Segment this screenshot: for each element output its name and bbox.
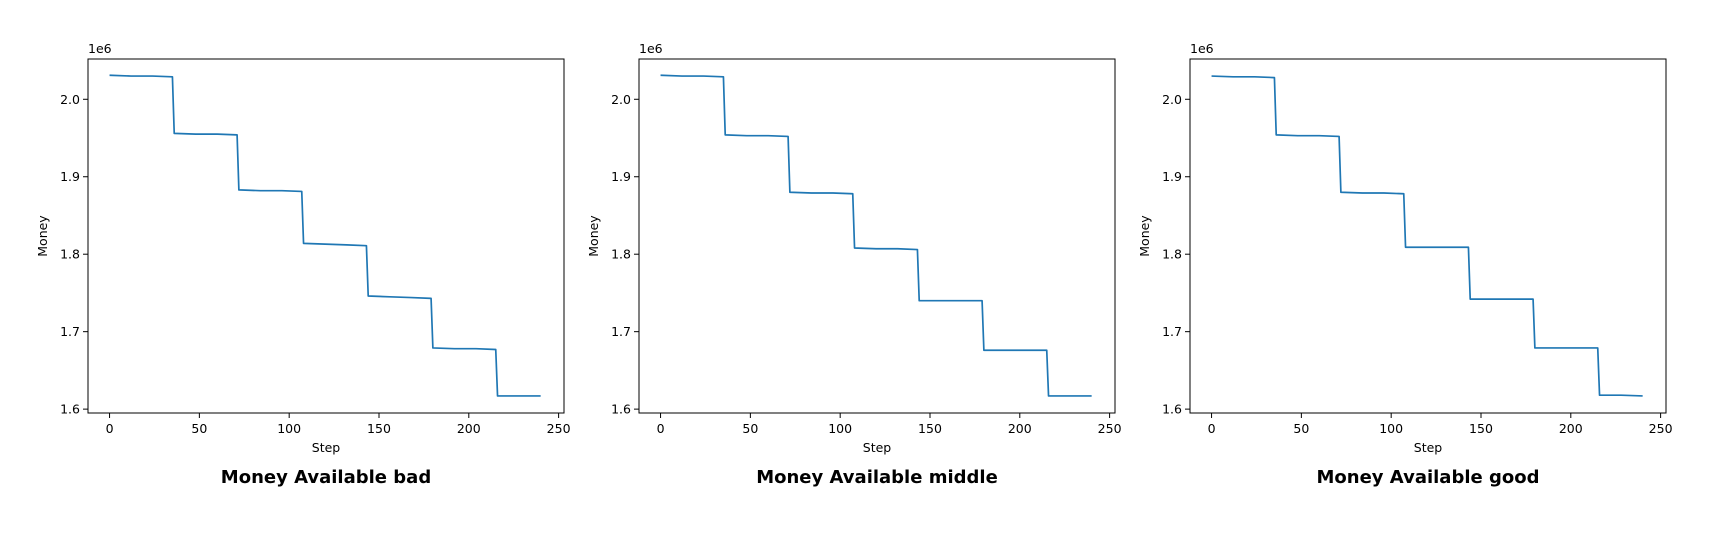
y-tick-label: 1.9	[1162, 169, 1182, 184]
y-tick-label: 1.7	[1162, 324, 1182, 339]
series-line	[660, 74, 1092, 397]
x-tick-label: 0	[1208, 421, 1216, 436]
x-tick-label: 200	[1008, 421, 1032, 436]
x-tick-label: 150	[367, 421, 391, 436]
y-tick-label: 1.8	[1162, 247, 1182, 262]
x-tick-label: 200	[1559, 421, 1583, 436]
chart-panel-2: 0 50 100 150 200 250 1.6 1.7 1.8 1.9 2.0 1e6 Step Mon…	[1137, 41, 1673, 488]
y-tick-label: 2.0	[611, 92, 631, 107]
y-axis-label: Money	[1137, 215, 1152, 257]
y-tick-label: 1.6	[60, 402, 80, 417]
x-tick-label: 150	[1469, 421, 1493, 436]
y-tick-label: 2.0	[60, 92, 80, 107]
x-tick-label: 200	[457, 421, 481, 436]
y-axis-label: Money	[35, 215, 50, 257]
chart-panel-1: 0 50 100 150 200 250 1.6 1.7 1.8 1.9 2.0 1e6 Step Mon…	[586, 41, 1122, 488]
x-tick-label: 100	[1379, 421, 1403, 436]
x-tick-label: 50	[742, 421, 758, 436]
series-line	[109, 74, 541, 397]
chart-title: Money Available bad	[221, 467, 431, 488]
y-tick-label: 1.7	[60, 324, 80, 339]
x-tick-label: 100	[828, 421, 852, 436]
x-tick-label: 50	[1293, 421, 1309, 436]
x-tick-label: 50	[191, 421, 207, 436]
x-tick-label: 0	[657, 421, 665, 436]
y-offset-label: 1e6	[88, 41, 112, 56]
x-tick-label: 150	[918, 421, 942, 436]
y-tick-label: 1.7	[611, 324, 631, 339]
axes-frame	[1189, 58, 1667, 414]
y-tick-label: 1.9	[60, 169, 80, 184]
chart-panel-0: 0 50 100 150 200 250 1.6 1.7 1.8 1.9 2.0 1e6 Step Mon…	[35, 41, 571, 488]
x-tick-label: 0	[106, 421, 114, 436]
x-axis-label: Step	[312, 440, 341, 455]
y-tick-label: 1.6	[1162, 402, 1182, 417]
axes-frame	[87, 58, 565, 414]
x-tick-label: 100	[277, 421, 301, 436]
y-offset-label: 1e6	[1190, 41, 1214, 56]
y-tick-label: 1.6	[611, 402, 631, 417]
y-offset-label: 1e6	[639, 41, 663, 56]
x-tick-label: 250	[1098, 421, 1122, 436]
chart-title: Money Available good	[1317, 467, 1540, 488]
x-axis-label: Step	[1414, 440, 1443, 455]
y-tick-label: 2.0	[1162, 92, 1182, 107]
y-tick-label: 1.8	[611, 247, 631, 262]
y-axis-label: Money	[586, 215, 601, 257]
y-tick-label: 1.9	[611, 169, 631, 184]
axes-frame	[638, 58, 1116, 414]
y-tick-label: 1.8	[60, 247, 80, 262]
series-line	[1211, 75, 1643, 397]
x-tick-label: 250	[1649, 421, 1673, 436]
x-axis-label: Step	[863, 440, 892, 455]
chart-title: Money Available middle	[756, 467, 998, 488]
x-tick-label: 250	[547, 421, 571, 436]
